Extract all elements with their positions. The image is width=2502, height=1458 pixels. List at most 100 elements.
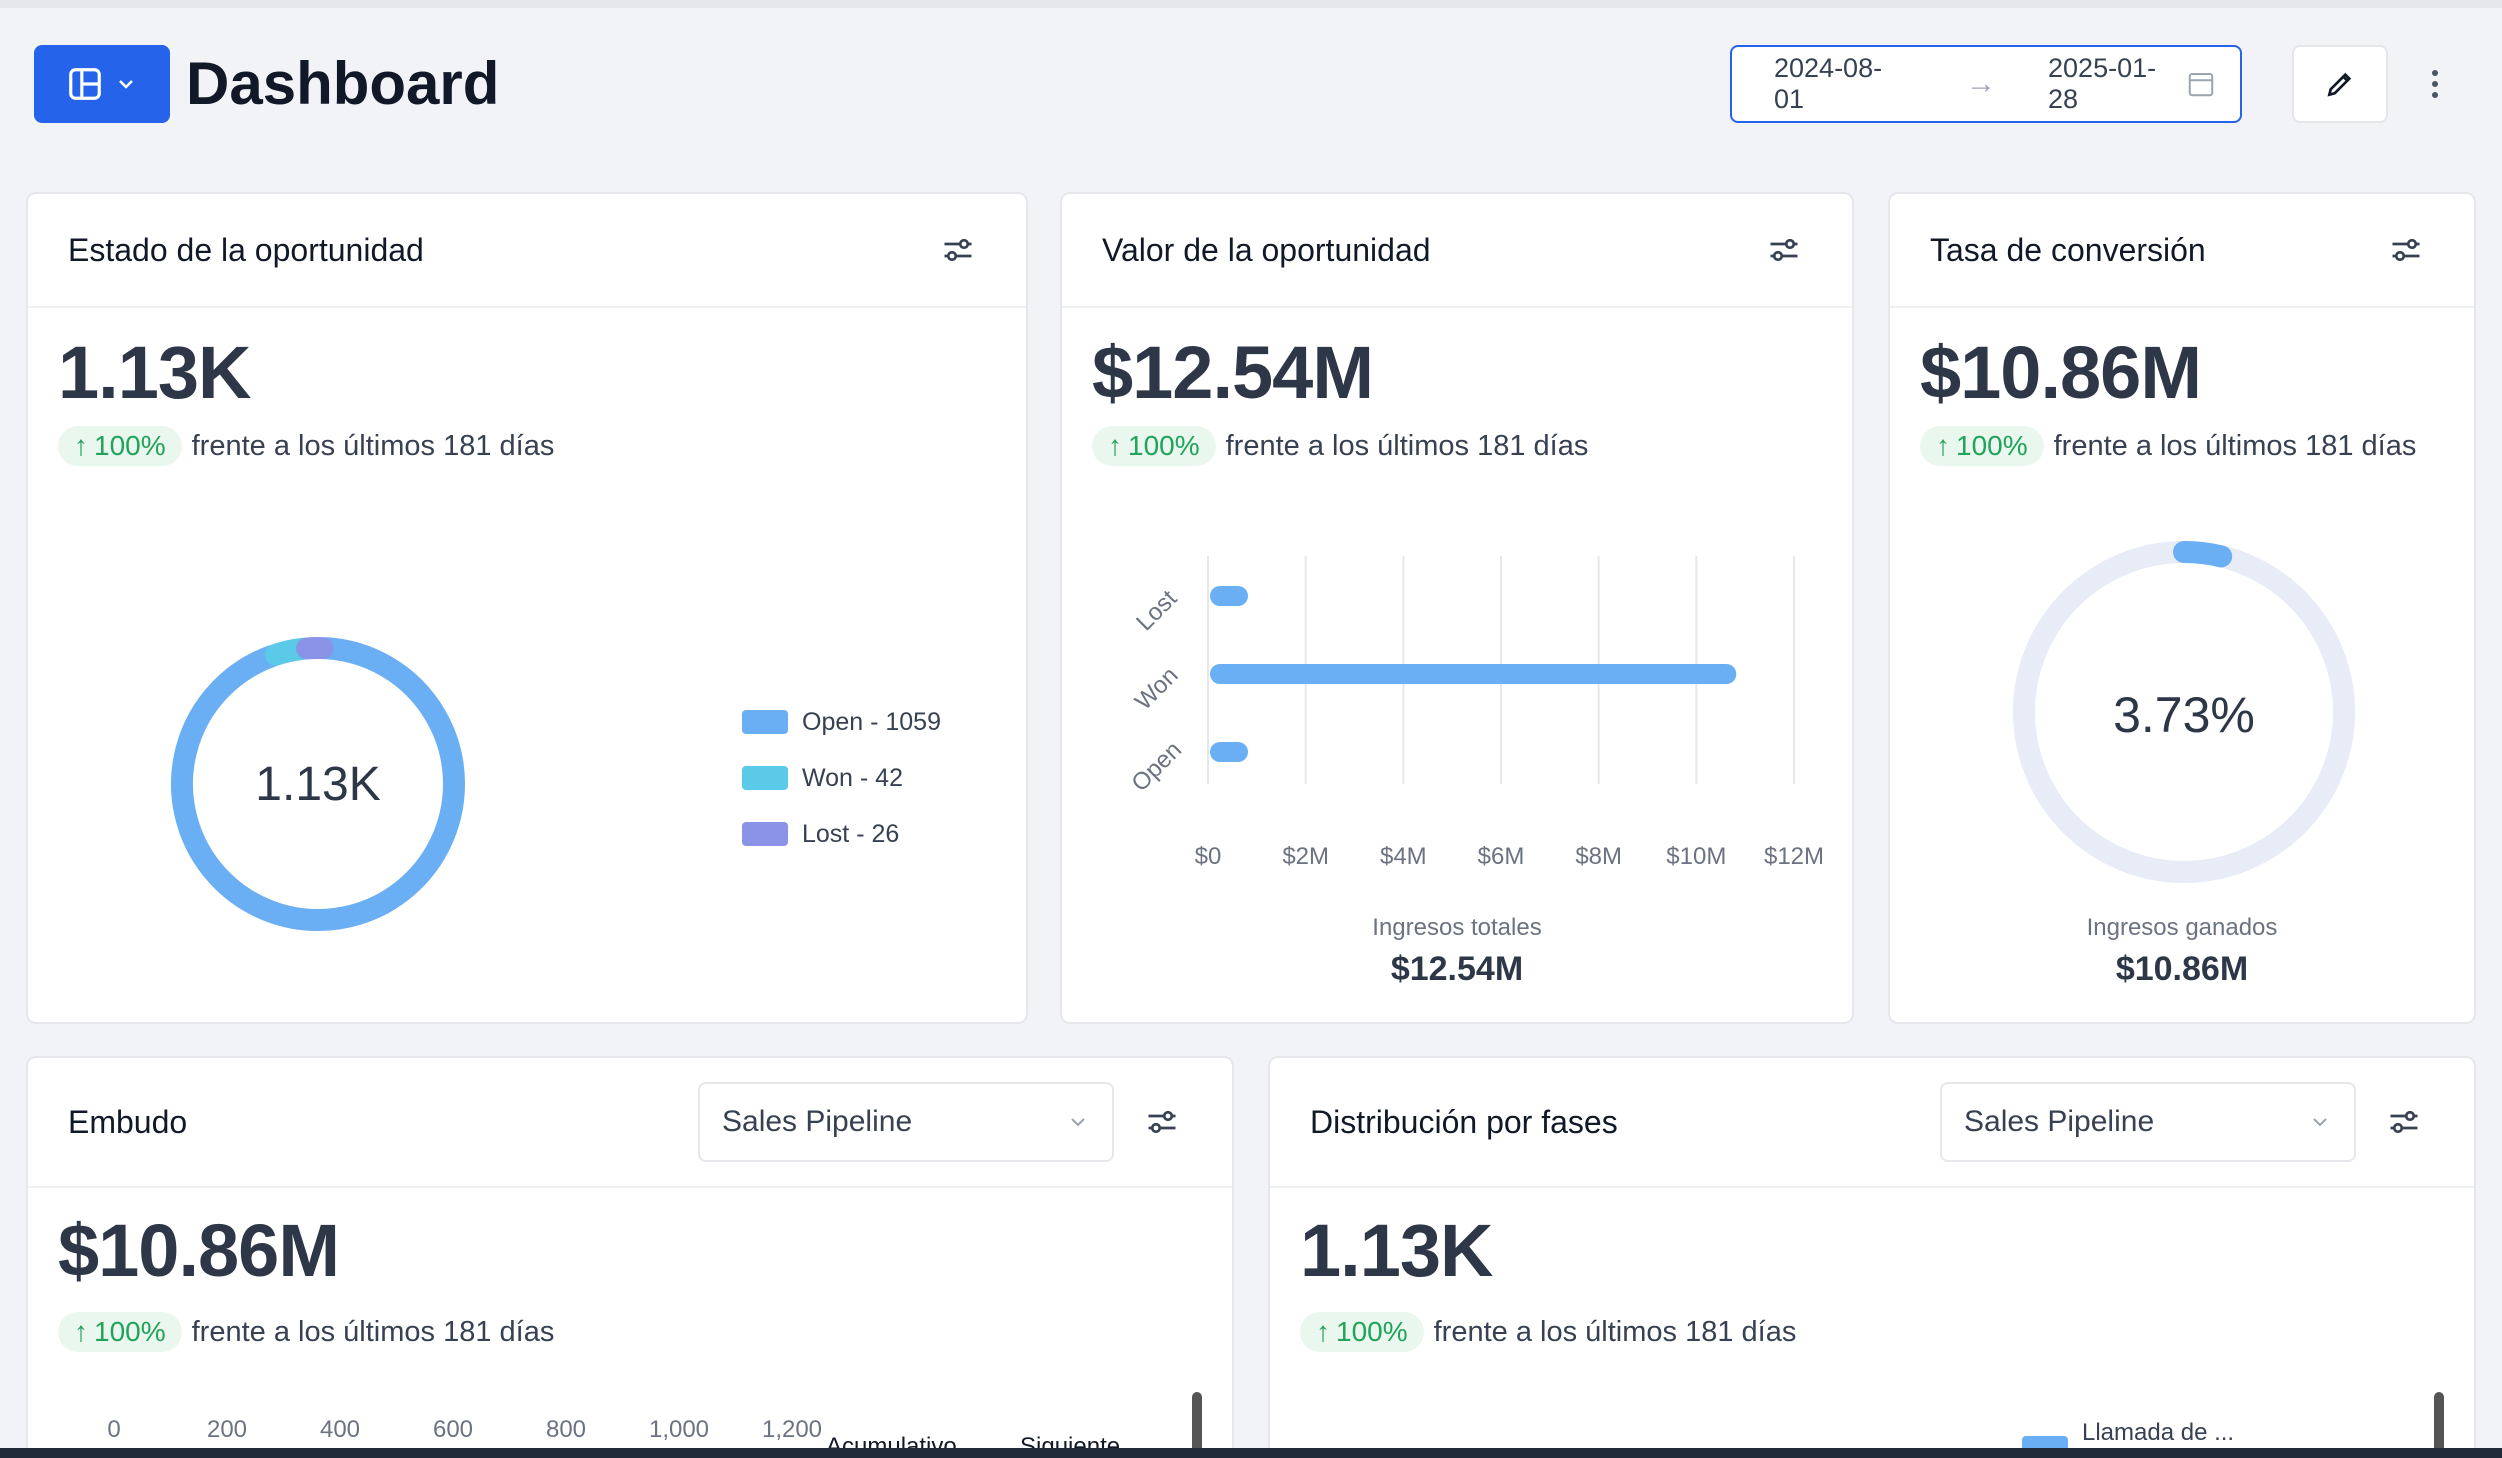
legend-item-lost[interactable]: Lost - 26 (742, 806, 941, 862)
pipeline-select[interactable]: Sales Pipeline (1940, 1082, 2356, 1162)
x-tick-label: $12M (1764, 843, 1824, 870)
metric-value: $12.54M (1092, 331, 1374, 414)
arrow-up-icon: ↑ (1316, 1316, 1330, 1347)
x-tick-label: $4M (1380, 843, 1427, 870)
delta-text: frente a los últimos 181 días (1225, 429, 1589, 462)
metric-delta: ↑ 100% frente a los últimos 181 días (58, 1312, 554, 1352)
sliders-icon[interactable] (2388, 232, 2424, 268)
y-tick-label: Won (1130, 662, 1184, 716)
y-tick-label: Open (1126, 736, 1187, 797)
chevron-down-icon (119, 80, 133, 89)
funnel-axis-tick: 1,000 (649, 1416, 709, 1443)
arrow-up-icon: ↑ (74, 430, 88, 461)
more-vertical-icon (2432, 70, 2438, 98)
select-value: Sales Pipeline (722, 1105, 913, 1138)
date-end[interactable]: 2025-01-28 (2048, 53, 2157, 114)
scrollbar[interactable] (2434, 1392, 2444, 1458)
sliders-icon[interactable] (1766, 232, 1802, 268)
legend-item-won[interactable]: Won - 42 (742, 750, 941, 806)
chevron-down-icon (1071, 1118, 1085, 1127)
card-tasa-conversion: Tasa de conversión $10.86M ↑ 100% frente … (1888, 192, 2476, 1024)
legend-label: Open - 1059 (802, 707, 941, 736)
metric-value: 1.13K (58, 331, 251, 414)
card-header: Tasa de conversión (1890, 194, 2474, 308)
layout-switch-button[interactable] (34, 45, 170, 123)
delta-percent: 100% (94, 1316, 166, 1347)
metric-value: $10.86M (1920, 331, 2202, 414)
more-options-button[interactable] (2418, 60, 2452, 108)
sliders-icon[interactable] (2386, 1104, 2422, 1140)
gauge-center-label: 3.73% (2113, 687, 2255, 743)
card-title: Valor de la oportunidad (1102, 231, 1431, 268)
legend-label: Lost - 26 (802, 819, 900, 848)
card-embudo: Embudo Sales Pipeline $10.86M ↑ 100% fren… (26, 1056, 1234, 1458)
metric-delta: ↑ 100% frente a los últimos 181 días (1300, 1312, 1796, 1352)
edit-dashboard-button[interactable] (2292, 45, 2388, 123)
pencil-icon (2327, 72, 2352, 97)
arrow-up-icon: ↑ (74, 1316, 88, 1347)
funnel-axis-tick: 400 (320, 1416, 360, 1443)
arrow-up-icon: ↑ (1108, 430, 1122, 461)
date-start[interactable]: 2024-08-01 (1774, 53, 1883, 114)
x-tick-label: $6M (1478, 843, 1525, 870)
funnel-axis-tick: 200 (207, 1416, 247, 1443)
card-title: Distribución por fases (1310, 1103, 1618, 1140)
card-header: Estado de la oportunidad (28, 194, 1026, 308)
chart-footer-label: Ingresos totales (1372, 914, 1542, 941)
card-valor-oportunidad: Valor de la oportunidad $12.54M ↑ 100% fr… (1060, 192, 1854, 1024)
page-title: Dashboard (186, 50, 500, 117)
card-title: Tasa de conversión (1930, 231, 2206, 268)
metric-value: 1.13K (1300, 1209, 1493, 1292)
delta-percent: 100% (1336, 1316, 1408, 1347)
legend-swatch (742, 710, 788, 734)
top-border (0, 0, 2502, 8)
sliders-icon[interactable] (1144, 1104, 1180, 1140)
calendar-icon[interactable] (2186, 69, 2216, 99)
delta-percent: 100% (1128, 430, 1200, 461)
card-title: Embudo (68, 1103, 188, 1140)
chart-footer-value: $12.54M (1390, 950, 1524, 988)
x-tick-label: $10M (1666, 843, 1726, 870)
legend-swatch (742, 822, 788, 846)
x-tick-label: $0 (1195, 843, 1222, 870)
card-header: Embudo Sales Pipeline (28, 1058, 1232, 1188)
bottom-border (0, 1448, 2502, 1458)
sliders-icon[interactable] (940, 232, 976, 268)
metric-delta: ↑ 100% frente a los últimos 181 días (58, 426, 554, 466)
card-distribucion-fases: Distribución por fases Sales Pipeline 1.… (1268, 1056, 2476, 1458)
opportunity-status-donut: 1.13K (171, 637, 465, 931)
metric-delta: ↑ 100% frente a los últimos 181 días (1920, 426, 2416, 466)
conversion-rate-gauge: 3.73% (2013, 541, 2355, 883)
funnel-axis-tick: 0 (107, 1416, 120, 1443)
delta-badge: ↑ 100% (1300, 1312, 1424, 1352)
delta-badge: ↑ 100% (1920, 426, 2044, 466)
card-header: Distribución por fases Sales Pipeline (1270, 1058, 2474, 1188)
delta-text: frente a los últimos 181 días (2053, 429, 2417, 462)
metric-delta: ↑ 100% frente a los últimos 181 días (1092, 426, 1588, 466)
delta-badge: ↑ 100% (1092, 426, 1216, 466)
delta-badge: ↑ 100% (58, 1312, 182, 1352)
pipeline-select[interactable]: Sales Pipeline (698, 1082, 1114, 1162)
legend-swatch (742, 766, 788, 790)
chart-footer-label: Ingresos ganados (2086, 914, 2278, 941)
arrow-up-icon: ↑ (1936, 430, 1950, 461)
arrow-right-icon: → (1966, 67, 1997, 100)
layout-grid-icon (69, 68, 101, 100)
scrollbar[interactable] (1192, 1392, 1202, 1458)
gauge-fill (2173, 541, 2233, 568)
delta-text: frente a los últimos 181 días (191, 429, 555, 462)
funnel-axis-tick: 1,200 (762, 1416, 822, 1443)
delta-text: frente a los últimos 181 días (1433, 1315, 1797, 1348)
card-estado-oportunidad: Estado de la oportunidad 1.13K ↑ 100% fre… (26, 192, 1028, 1024)
card-title: Estado de la oportunidad (68, 231, 424, 268)
y-tick-label: Lost (1131, 585, 1182, 636)
metric-value: $10.86M (58, 1209, 340, 1292)
legend-item-open[interactable]: Open - 1059 (742, 694, 941, 750)
opportunity-value-bar-chart: $0 $2M $4M $6M $8M $10M $12M Lost Won Open (1126, 556, 1824, 870)
delta-percent: 100% (94, 430, 166, 461)
date-range-picker[interactable]: 2024-08-01 → 2025-01-28 (1730, 45, 2242, 123)
x-tick-label: $8M (1575, 843, 1622, 870)
donut-slice-open[interactable] (171, 637, 465, 931)
card-header: Valor de la oportunidad (1062, 194, 1852, 308)
